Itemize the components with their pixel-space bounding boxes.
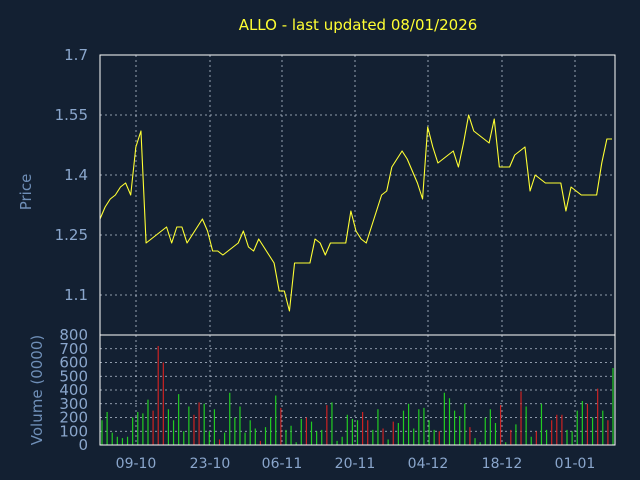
chart-title: ALLO - last updated 08/01/2026 [239,16,478,34]
volume-y-tick-label: 500 [59,367,88,385]
x-tick-label: 18-12 [482,456,523,472]
x-tick-label: 23-10 [190,456,231,472]
x-tick-label: 09-10 [116,456,157,472]
x-tick-label: 04-12 [408,456,449,472]
x-tick-label: 20-11 [335,456,376,472]
volume-y-tick-label: 100 [59,422,88,440]
price-y-tick-label: 1.1 [64,286,88,304]
price-grid [100,54,615,335]
volume-y-tick-label: 300 [59,395,88,413]
price-y-tick-label: 1.7 [64,46,88,64]
volume-y-tick-label: 200 [59,409,88,427]
price-y-tick-label: 1.55 [55,106,88,124]
price-axis-label: Price [17,174,35,211]
volume-y-tick-label: 800 [59,326,88,344]
price-panel-frame [99,54,616,336]
volume-y-tick-label: 400 [59,381,88,399]
price-y-tick-label: 1.4 [64,166,88,184]
price-y-ticks: 1.1 1.25 1.4 1.55 1.7 [55,46,88,304]
price-series [99,114,612,312]
x-tick-label: 06-11 [262,456,303,472]
volume-y-tick-label: 600 [59,354,88,372]
volume-axis-label: Volume (0000) [28,335,46,445]
volume-panel-frame [99,334,616,446]
volume-bars [101,346,614,445]
volume-y-tick-label: 0 [78,436,88,454]
volume-y-tick-label: 700 [59,340,88,358]
price-line [99,114,612,312]
x-tick-label: 01-01 [555,456,596,472]
price-y-tick-label: 1.25 [55,226,88,244]
volume-grid [100,335,615,445]
x-ticks: 09-10 23-10 06-11 20-11 04-12 18-12 01-01 [116,456,596,472]
